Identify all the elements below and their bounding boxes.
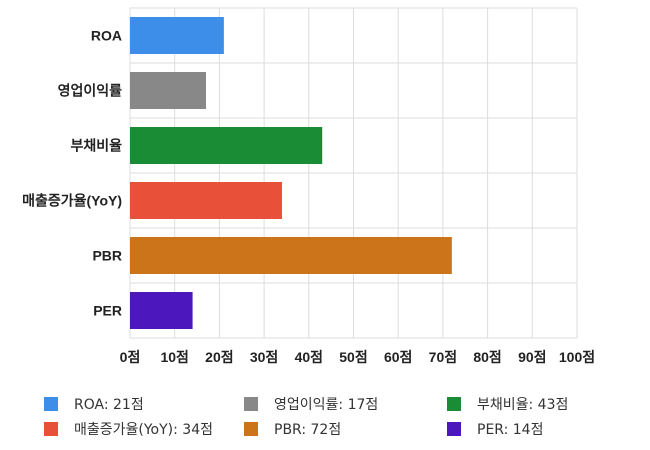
x-tick-label-10: 100점	[559, 349, 595, 365]
bar-3	[130, 182, 282, 219]
bar-2	[130, 127, 323, 164]
category-label-5: PER	[93, 303, 122, 319]
legend-label-pbr: PBR: 72점	[274, 422, 342, 438]
x-tick-label-3: 30점	[250, 349, 278, 365]
legend-swatch-pbr	[244, 422, 258, 436]
legend-item-debt-ratio: 부채비율: 43점	[447, 394, 568, 414]
legend-swatch-per	[447, 422, 461, 436]
legend-swatch-operating-margin	[244, 397, 258, 411]
legend-label-per: PER: 14점	[477, 422, 544, 438]
x-tick-label-0: 0점	[120, 349, 141, 365]
category-label-1: 영업이익률	[58, 83, 123, 99]
category-label-3: 매출증가율(YoY)	[22, 193, 122, 209]
legend-item-pbr: PBR: 72점	[244, 419, 341, 439]
x-tick-label-9: 90점	[518, 349, 546, 365]
x-tick-label-2: 20점	[205, 349, 233, 365]
x-tick-label-5: 50점	[339, 349, 367, 365]
legend-label-roa: ROA: 21점	[74, 397, 144, 413]
x-tick-label-6: 60점	[384, 349, 412, 365]
legend-label-sales-growth: 매출증가율(YoY): 34점	[74, 422, 213, 438]
legend-label-debt-ratio: 부채비율: 43점	[477, 397, 569, 413]
x-tick-label-7: 70점	[429, 349, 457, 365]
legend-swatch-roa	[44, 397, 58, 411]
category-label-2: 부채비율	[70, 138, 122, 154]
legend-label-operating-margin: 영업이익률: 17점	[274, 397, 379, 413]
category-label-4: PBR	[92, 248, 122, 264]
bar-1	[130, 72, 206, 109]
legend-item-sales-growth: 매출증가율(YoY): 34점	[44, 419, 213, 439]
legend-item-roa: ROA: 21점	[44, 394, 144, 414]
legend-item-operating-margin: 영업이익률: 17점	[244, 394, 378, 414]
legend-item-per: PER: 14점	[447, 419, 543, 439]
bar-4	[130, 237, 452, 274]
x-tick-label-4: 40점	[295, 349, 323, 365]
x-tick-label-8: 80점	[473, 349, 501, 365]
category-label-0: ROA	[91, 28, 122, 44]
legend-swatch-debt-ratio	[447, 397, 461, 411]
bar-5	[130, 292, 193, 329]
bar-0	[130, 17, 224, 54]
x-tick-label-1: 10점	[160, 349, 188, 365]
legend-swatch-sales-growth	[44, 422, 58, 436]
